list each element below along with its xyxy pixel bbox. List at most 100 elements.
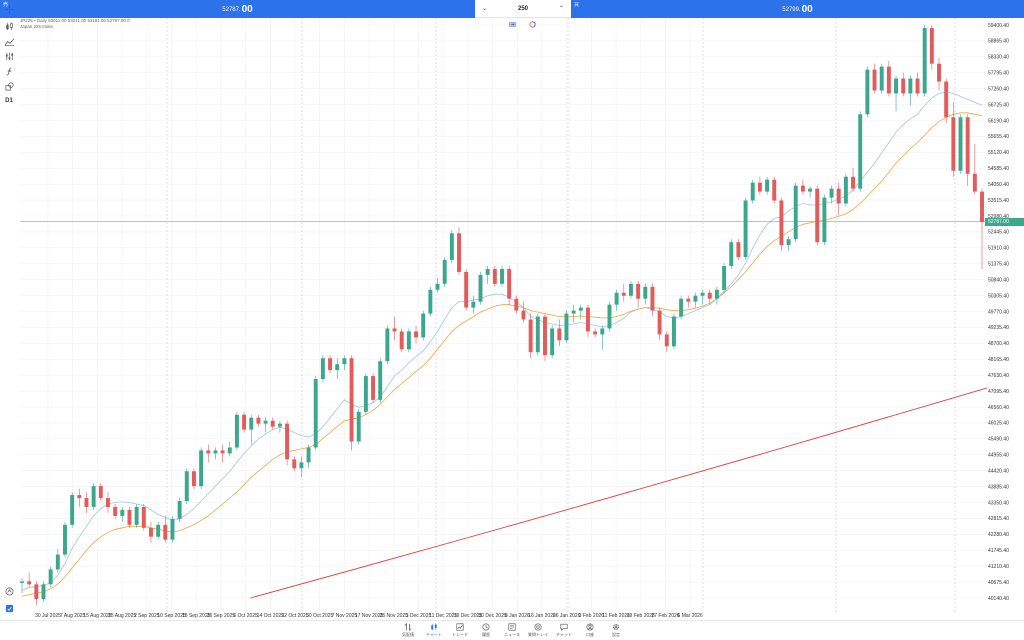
candle-body <box>256 417 261 424</box>
candle-body <box>91 486 96 507</box>
nav-chart[interactable]: チャート <box>421 622 447 640</box>
account-icon <box>586 623 594 631</box>
x-tick-label: 30 Dec 2025 <box>478 613 507 619</box>
y-tick-label: 42815.40 <box>988 516 1009 522</box>
candle-body <box>98 486 103 499</box>
candle-body <box>958 117 963 171</box>
candle-body <box>750 182 755 201</box>
y-tick-label: 56190.40 <box>988 118 1009 124</box>
bottom-nav: 気配値 チャート トレード 履歴 ニュース 質問トレイ チャット 口座 <box>0 620 1024 640</box>
candle-body <box>428 289 433 314</box>
shield-icon[interactable] <box>3 602 15 614</box>
timeframe-label: D1 <box>5 98 13 104</box>
candle-body <box>865 69 870 115</box>
y-tick-label: 52980.40 <box>988 214 1009 220</box>
candle-body <box>234 414 239 448</box>
symbol-info-line2: Japan 225 Index <box>20 23 54 29</box>
candle-body <box>170 518 175 540</box>
nav-settings[interactable]: 設定 <box>603 622 629 640</box>
y-tick-label: 45490.40 <box>988 437 1009 443</box>
candle-body <box>578 307 583 311</box>
candle-body <box>779 200 784 246</box>
candle-body <box>772 179 777 201</box>
history-icon <box>482 623 490 631</box>
nav-history[interactable]: 履歴 <box>473 622 499 640</box>
nav-chat-label: チャット <box>556 632 572 637</box>
nav-news[interactable]: ニュース <box>499 622 525 640</box>
nav-news-label: ニュース <box>504 632 520 637</box>
y-tick-label: 43885.40 <box>988 484 1009 490</box>
x-tick-label: 19 Dec 2025 <box>454 613 483 619</box>
depth-of-market-icon[interactable] <box>529 21 536 28</box>
buy-button[interactable]: 買 52799. 00 <box>571 0 1024 18</box>
lot-size-control[interactable]: ⌄ 250 ⌃ <box>475 0 571 18</box>
x-tick-label: 8 Jan 2026 <box>505 613 530 619</box>
price-chart[interactable]: 59400.40 58865.40 58330.40 57795.40 57260.40… <box>0 0 1024 620</box>
candle-body <box>27 581 32 585</box>
candle-body <box>148 527 153 537</box>
candle-body <box>836 188 841 204</box>
candle-body <box>134 506 139 525</box>
nav-mail[interactable]: 質問トレイ <box>525 622 551 640</box>
nav-quotes[interactable]: 気配値 <box>395 622 421 640</box>
objects-icon[interactable] <box>3 80 15 92</box>
y-tick-label: 54585.40 <box>988 166 1009 172</box>
nav-trade[interactable]: トレード <box>447 622 473 640</box>
lot-value[interactable]: 250 <box>517 5 528 12</box>
nav-history-label: 履歴 <box>482 632 490 637</box>
x-tick-label: 7 Nov 2025 <box>332 613 358 619</box>
candle-body <box>564 313 569 341</box>
sell-button[interactable]: 売 52787. 00 <box>0 0 475 18</box>
candle-body <box>586 307 590 332</box>
x-tick-label: 10 Sep 2025 <box>157 613 186 619</box>
line-chart-icon[interactable] <box>3 35 15 47</box>
y-tick-label: 46560.40 <box>988 405 1009 411</box>
candle-body <box>757 182 762 192</box>
buy-price-main: 52799. <box>782 7 801 13</box>
chevron-down-icon[interactable]: ⌄ <box>482 6 488 12</box>
candle-chart-icon[interactable] <box>3 20 15 32</box>
candle-body <box>471 301 476 308</box>
y-tick-label: 43350.40 <box>988 500 1009 506</box>
candle-body <box>543 316 547 356</box>
candle-body <box>736 242 741 258</box>
candle-body <box>392 328 397 332</box>
candle-body <box>356 411 361 442</box>
function-icon[interactable] <box>3 65 15 77</box>
current-price-label: 52787.00 <box>985 217 1024 226</box>
candle-body <box>220 450 225 454</box>
left-toolbar: D1 <box>0 0 18 620</box>
candle-body <box>349 358 354 442</box>
candle-body <box>55 554 60 570</box>
candle-body <box>113 506 118 516</box>
nav-chat[interactable]: チャット <box>551 622 577 640</box>
candle-body <box>614 292 619 305</box>
one-click-trading-icon[interactable] <box>509 21 516 28</box>
candle-body <box>371 376 376 400</box>
ma-slow-line <box>21 112 983 597</box>
nav-trade-label: トレード <box>452 632 468 637</box>
candle-body <box>141 506 146 528</box>
candle-body <box>277 423 282 427</box>
candle-body <box>514 298 519 311</box>
candle-body <box>922 27 927 94</box>
candle-body <box>106 498 110 507</box>
chevron-up-icon[interactable]: ⌃ <box>558 6 564 12</box>
crosshair-icon[interactable] <box>3 3 15 15</box>
candle-body <box>650 286 655 311</box>
compass-icon[interactable] <box>3 585 15 597</box>
candle-body <box>843 176 848 204</box>
candle-body <box>63 524 67 555</box>
indicators-icon[interactable] <box>3 50 15 62</box>
y-tick-label: 51375.40 <box>988 262 1009 268</box>
chart-icon <box>431 623 437 631</box>
y-tick-label: 51910.40 <box>988 246 1009 252</box>
timeframe-button[interactable]: D1 <box>3 95 15 107</box>
candle-body <box>636 283 641 299</box>
candle-body <box>521 310 526 320</box>
x-tick-label: 2 Sep 2025 <box>134 613 160 619</box>
y-tick-label: 49770.40 <box>988 309 1009 315</box>
y-tick-label: 55655.40 <box>988 134 1009 140</box>
nav-account[interactable]: 口座 <box>577 622 603 640</box>
